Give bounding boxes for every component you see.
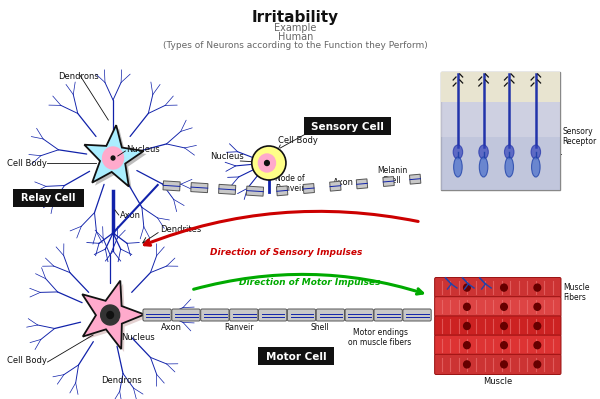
Circle shape xyxy=(500,303,508,310)
Circle shape xyxy=(534,361,541,368)
Circle shape xyxy=(107,312,113,318)
FancyBboxPatch shape xyxy=(345,309,373,321)
Circle shape xyxy=(500,342,508,349)
Circle shape xyxy=(500,361,508,368)
Text: Motor Cell: Motor Cell xyxy=(266,352,327,362)
Circle shape xyxy=(464,303,470,310)
Text: Melanin
Shell: Melanin Shell xyxy=(305,312,335,332)
Text: Skin: Skin xyxy=(538,80,556,89)
Circle shape xyxy=(109,313,112,317)
Circle shape xyxy=(464,284,470,291)
Circle shape xyxy=(111,156,115,160)
Circle shape xyxy=(101,305,119,325)
FancyBboxPatch shape xyxy=(13,189,83,207)
Polygon shape xyxy=(409,174,421,184)
FancyBboxPatch shape xyxy=(143,309,171,321)
Circle shape xyxy=(265,160,269,166)
FancyBboxPatch shape xyxy=(374,309,402,321)
Text: Node of
Ranveir: Node of Ranveir xyxy=(275,174,305,193)
Text: Nucleus: Nucleus xyxy=(127,146,160,154)
Polygon shape xyxy=(303,184,314,194)
Polygon shape xyxy=(356,179,368,189)
Polygon shape xyxy=(191,183,208,193)
FancyBboxPatch shape xyxy=(441,137,560,190)
FancyBboxPatch shape xyxy=(201,309,229,321)
Text: Dendrites: Dendrites xyxy=(161,225,202,235)
Ellipse shape xyxy=(252,146,286,180)
Text: Direction of Sensory Impulses: Direction of Sensory Impulses xyxy=(210,248,362,257)
Polygon shape xyxy=(247,186,263,196)
Text: Dendrites: Dendrites xyxy=(321,118,362,127)
Text: Axon: Axon xyxy=(119,211,140,221)
Text: Cell Body: Cell Body xyxy=(7,356,47,365)
FancyBboxPatch shape xyxy=(259,309,287,321)
Text: Dendrons: Dendrons xyxy=(58,72,98,81)
Ellipse shape xyxy=(531,145,541,159)
Text: Relay Cell: Relay Cell xyxy=(21,193,76,203)
Circle shape xyxy=(534,303,541,310)
Text: Irritability: Irritability xyxy=(252,10,339,25)
Circle shape xyxy=(500,322,508,330)
Circle shape xyxy=(500,284,508,291)
Text: Axon: Axon xyxy=(160,323,181,332)
FancyBboxPatch shape xyxy=(230,309,258,321)
Text: Nucleus: Nucleus xyxy=(122,333,155,342)
Ellipse shape xyxy=(479,157,488,177)
Circle shape xyxy=(103,147,124,169)
Circle shape xyxy=(259,154,275,172)
Circle shape xyxy=(464,342,470,349)
Text: Example: Example xyxy=(274,23,317,33)
Polygon shape xyxy=(163,181,180,191)
Polygon shape xyxy=(218,184,236,194)
Text: Cell Body: Cell Body xyxy=(278,136,318,145)
FancyBboxPatch shape xyxy=(434,277,561,298)
Text: (Types of Neurons according to the Function they Perform): (Types of Neurons according to the Funct… xyxy=(163,41,428,50)
FancyBboxPatch shape xyxy=(259,347,334,365)
FancyBboxPatch shape xyxy=(434,316,561,336)
Text: Muscle
Fibers: Muscle Fibers xyxy=(563,282,590,302)
Polygon shape xyxy=(85,284,147,352)
FancyBboxPatch shape xyxy=(434,297,561,317)
Polygon shape xyxy=(82,280,145,349)
FancyBboxPatch shape xyxy=(434,335,561,355)
FancyBboxPatch shape xyxy=(403,309,431,321)
Text: Nucleus: Nucleus xyxy=(210,152,244,161)
Text: Motor endings
on muscle fibers: Motor endings on muscle fibers xyxy=(349,328,412,347)
Circle shape xyxy=(534,284,541,291)
Circle shape xyxy=(534,322,541,330)
Circle shape xyxy=(534,342,541,349)
Polygon shape xyxy=(277,186,288,196)
FancyBboxPatch shape xyxy=(434,354,561,375)
Ellipse shape xyxy=(532,157,540,177)
Circle shape xyxy=(464,361,470,368)
Ellipse shape xyxy=(505,157,514,177)
Circle shape xyxy=(464,322,470,330)
Text: Sensory Cell: Sensory Cell xyxy=(311,122,384,132)
Text: Muscle: Muscle xyxy=(483,377,512,386)
FancyBboxPatch shape xyxy=(287,309,316,321)
FancyBboxPatch shape xyxy=(316,309,344,321)
FancyBboxPatch shape xyxy=(441,102,560,137)
Text: Node of
Ranveir: Node of Ranveir xyxy=(224,312,254,332)
Polygon shape xyxy=(87,128,146,190)
Text: Cell Body: Cell Body xyxy=(7,158,47,168)
Text: Axon: Axon xyxy=(332,178,353,187)
Text: Melanin
Shell: Melanin Shell xyxy=(377,166,407,185)
Polygon shape xyxy=(383,176,394,186)
Ellipse shape xyxy=(479,145,488,159)
FancyBboxPatch shape xyxy=(441,72,560,102)
Text: Direction of Motor Impulses: Direction of Motor Impulses xyxy=(239,278,380,287)
Text: Human: Human xyxy=(278,32,313,42)
Ellipse shape xyxy=(505,145,514,159)
Ellipse shape xyxy=(453,145,463,159)
FancyBboxPatch shape xyxy=(172,309,200,321)
FancyBboxPatch shape xyxy=(304,117,391,135)
Text: Sensory
Receptor: Sensory Receptor xyxy=(562,126,596,146)
Polygon shape xyxy=(329,181,341,191)
Ellipse shape xyxy=(454,157,462,177)
Text: Dendrons: Dendrons xyxy=(101,376,142,385)
Polygon shape xyxy=(85,125,143,186)
FancyBboxPatch shape xyxy=(441,72,560,190)
